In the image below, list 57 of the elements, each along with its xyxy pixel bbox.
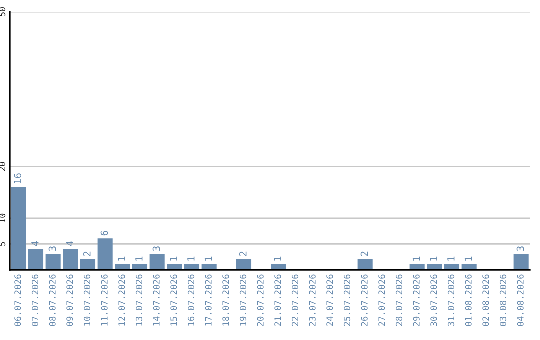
x-tick-label: 24.07.2026 (326, 274, 334, 326)
x-tick-label: 21.07.2026 (274, 274, 282, 326)
x-tick-label: 27.07.2026 (378, 274, 386, 326)
x-tick-label: 30.07.2026 (430, 274, 438, 326)
data-label: 3 (152, 246, 160, 252)
data-label: 1 (118, 256, 126, 261)
data-label: 1 (136, 256, 143, 261)
data-label: 16 (14, 174, 22, 184)
x-tick-label: 01.08.2026 (465, 274, 472, 326)
x-tick-label: 23.07.2026 (309, 274, 316, 326)
data-label: 1 (430, 256, 438, 261)
x-tick-label: 26.07.2026 (361, 274, 368, 326)
x-tick-label: 10.07.2026 (84, 274, 91, 326)
data-label: 1 (412, 256, 420, 261)
data-label: 1 (188, 256, 195, 261)
data-label: 1 (204, 256, 212, 261)
data-label: 1 (448, 256, 455, 261)
data-label: 6 (100, 231, 108, 236)
bar (11, 187, 26, 270)
data-label: 3 (516, 246, 524, 252)
x-tick-label: 13.07.2026 (136, 274, 143, 326)
x-tick-label: 22.07.2026 (292, 274, 299, 326)
data-label: 2 (360, 252, 368, 256)
data-label: 2 (83, 252, 91, 256)
data-label: 2 (239, 252, 247, 256)
x-tick-label: 20.07.2026 (257, 274, 264, 326)
x-tick-label: 31.07.2026 (448, 274, 455, 326)
x-tick-label: 17.07.2026 (205, 274, 212, 326)
data-label: 4 (66, 241, 74, 246)
x-tick-label: 25.07.2026 (344, 274, 351, 326)
data-label: 1 (464, 256, 472, 261)
x-tick-label: 15.07.2026 (170, 274, 178, 326)
bar (46, 254, 61, 270)
bar (28, 248, 44, 270)
x-tick-label: 16.07.2026 (188, 274, 195, 326)
data-label: 1 (274, 256, 282, 261)
x-tick-label: 12.07.2026 (118, 274, 126, 326)
x-tick-label: 18.07.2026 (222, 274, 230, 326)
x-tick-label: 29.07.2026 (413, 274, 420, 326)
bar (63, 248, 78, 270)
x-tick-label: 09.07.2026 (66, 274, 74, 326)
x-tick-label: 11.07.2026 (101, 274, 108, 326)
x-tick-label: 04.08.2026 (517, 274, 524, 326)
bar (514, 254, 529, 270)
x-tick-label: 02.08.2026 (482, 274, 490, 326)
x-tick-label: 07.07.2026 (32, 274, 39, 326)
data-label: 3 (48, 246, 56, 252)
x-tick-label: 14.07.2026 (153, 274, 160, 326)
x-tick-label: 03.08.2026 (500, 274, 507, 326)
bar (98, 238, 113, 270)
data-label: 1 (170, 256, 178, 261)
bar (150, 254, 165, 270)
x-tick-label: 19.07.2026 (240, 274, 247, 326)
x-tick-label: 28.07.2026 (396, 274, 403, 326)
data-label: 4 (32, 241, 39, 246)
x-tick-label: 08.07.2026 (49, 274, 56, 326)
x-tick-label: 06.07.2026 (14, 274, 22, 326)
